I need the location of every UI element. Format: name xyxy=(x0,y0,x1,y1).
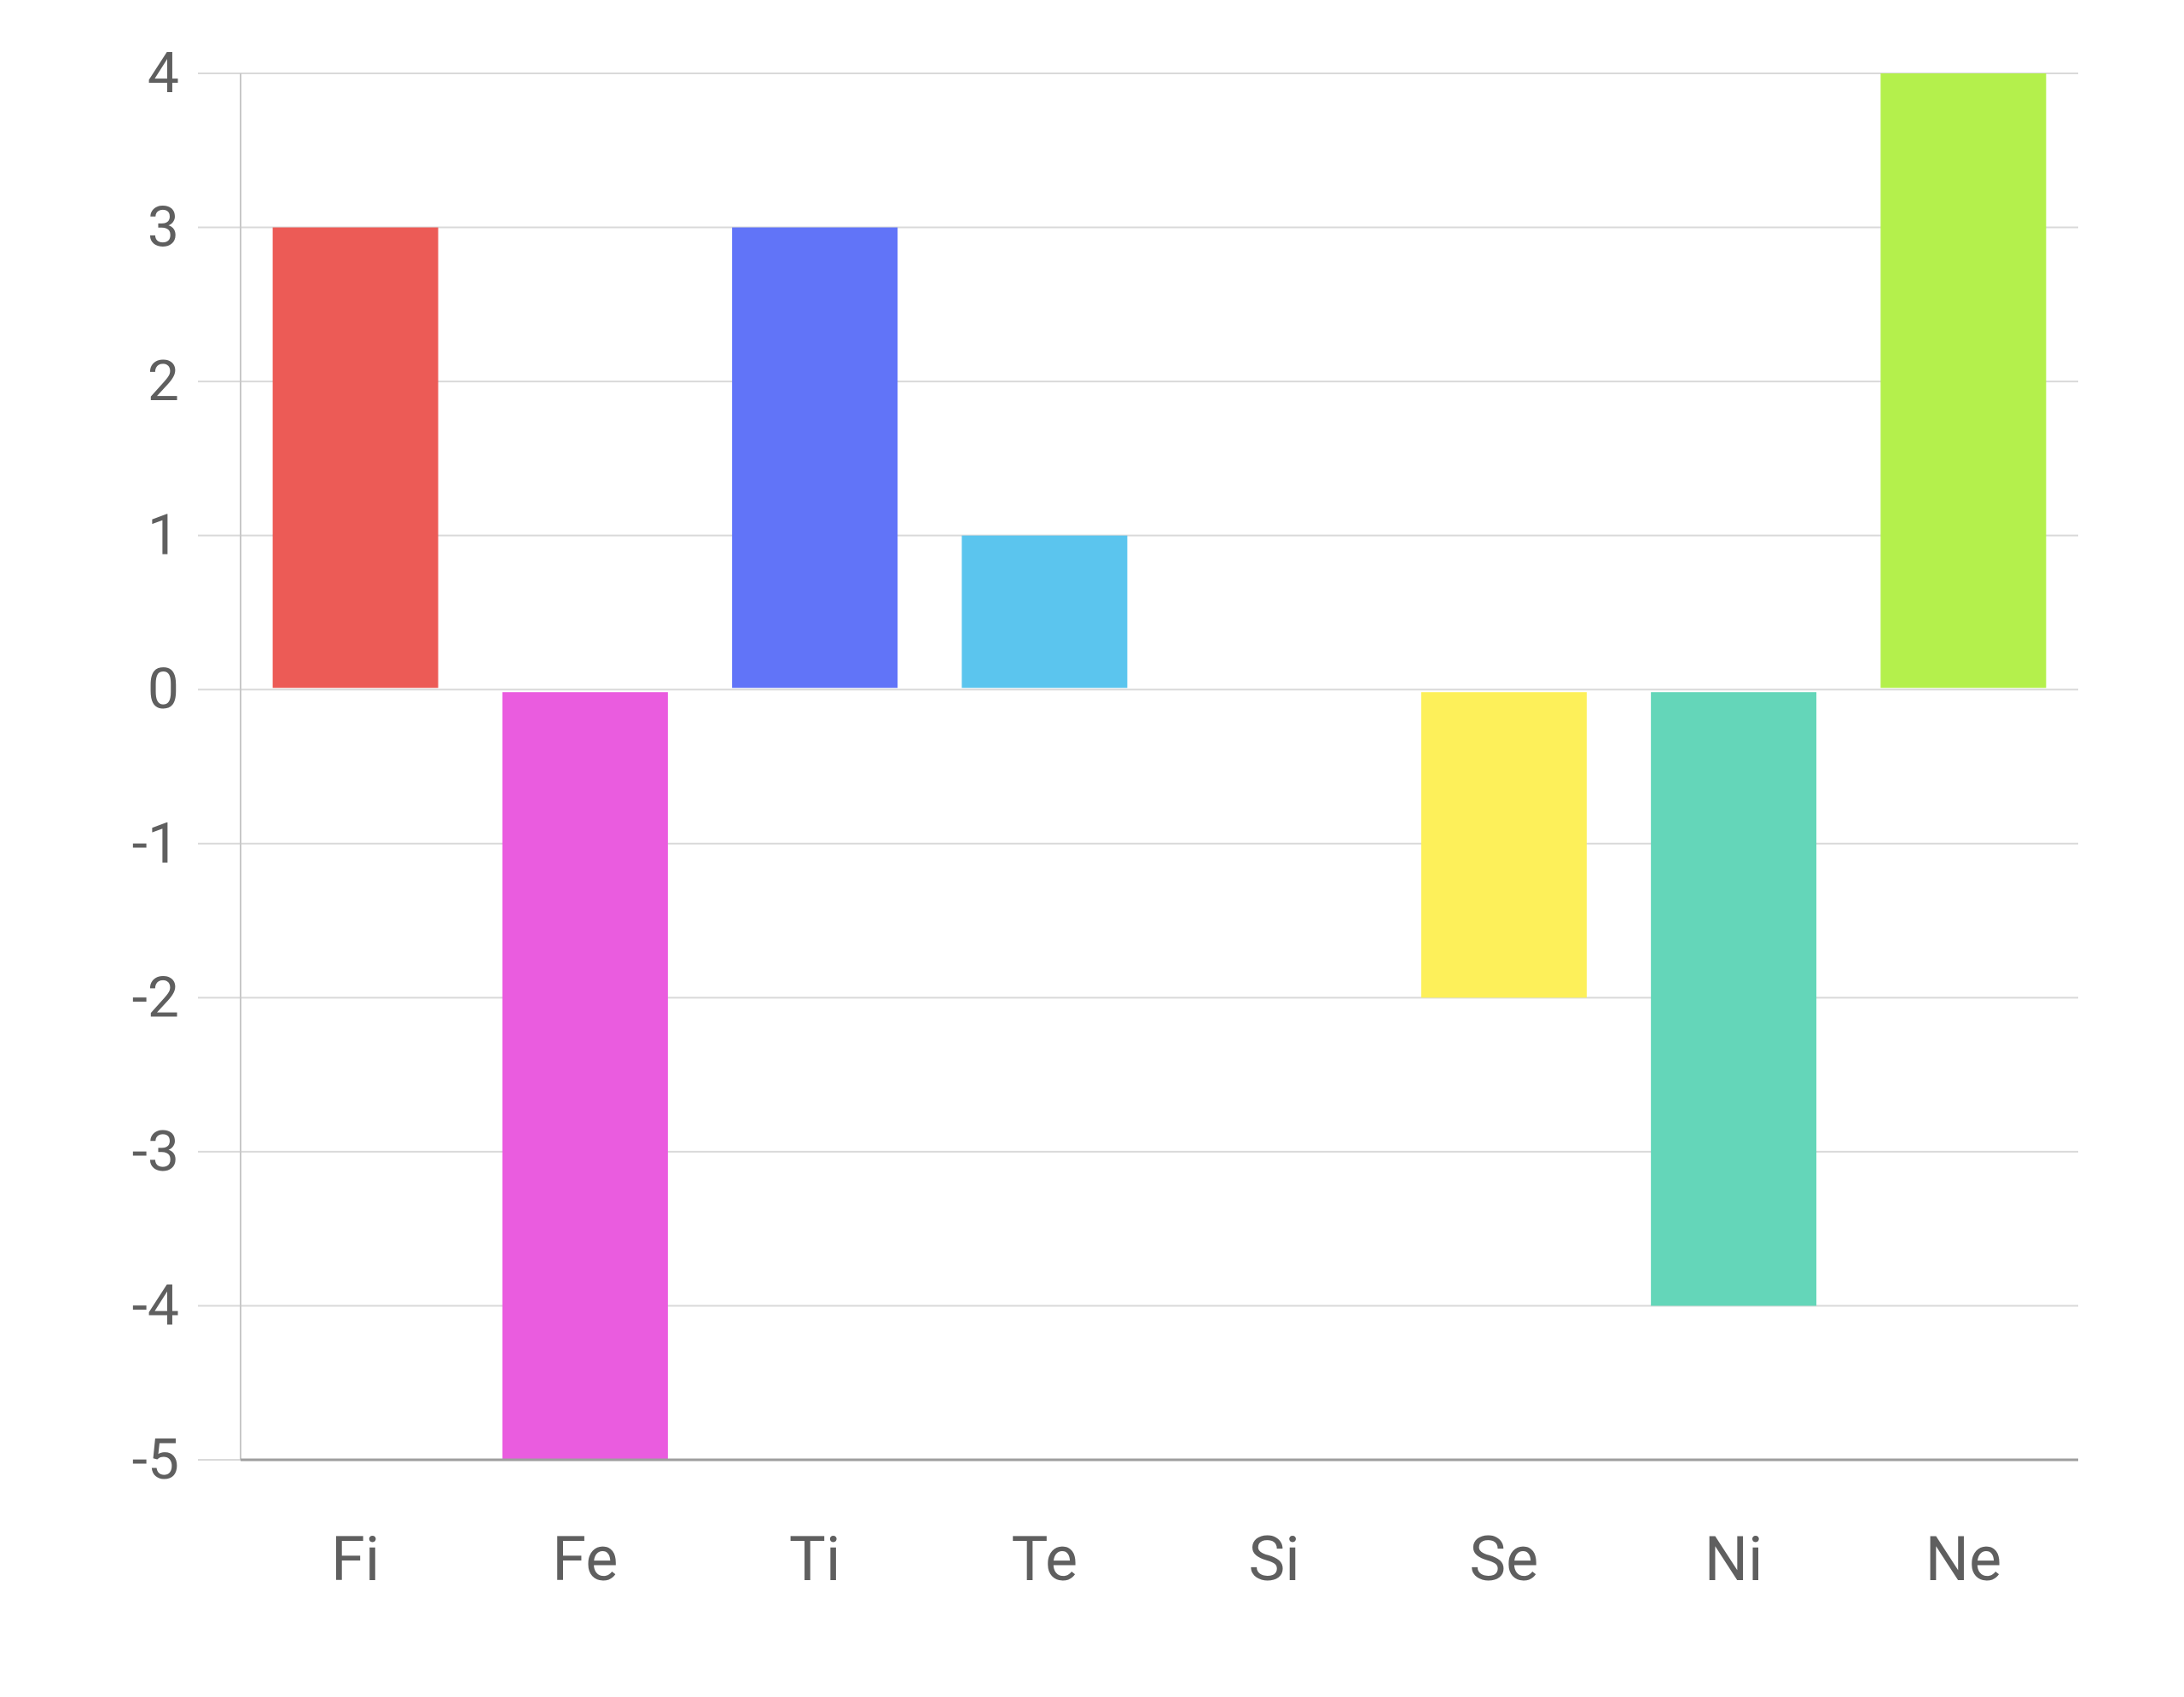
x-tick-label: Se xyxy=(1469,1523,1538,1595)
bar-se xyxy=(1420,692,1587,998)
bar-ne xyxy=(1880,73,2047,689)
bar-fi xyxy=(272,227,439,689)
y-tick-label: 0 xyxy=(148,657,179,723)
y-tick-label: -1 xyxy=(132,811,179,877)
x-tick-label: Te xyxy=(1012,1523,1078,1595)
y-tick-label: -2 xyxy=(132,965,179,1031)
y-tick-label: 3 xyxy=(148,195,179,261)
x-tick-label: Fe xyxy=(552,1523,618,1595)
bar-ni xyxy=(1651,692,1817,1306)
x-tick-label: Ne xyxy=(1926,1523,2002,1595)
y-tick-label: -4 xyxy=(132,1273,179,1339)
y-tick-label: 2 xyxy=(148,349,179,415)
y-tick-label: 1 xyxy=(148,503,179,569)
bar-te xyxy=(961,535,1128,689)
bar-fe xyxy=(502,692,668,1460)
bar-ti xyxy=(732,227,898,689)
x-tick-label: Si xyxy=(1248,1523,1299,1595)
x-tick-label: Ni xyxy=(1705,1523,1763,1595)
y-tick-label: -5 xyxy=(132,1427,179,1493)
axes xyxy=(240,73,2078,1462)
y-tick-labels: 4 3 2 1 0 -1 -2 -3 -4 -5 xyxy=(132,41,179,1493)
x-tick-label: Fi xyxy=(331,1523,380,1595)
x-tick-label: Ti xyxy=(789,1523,840,1595)
y-tick-label: 4 xyxy=(148,41,179,107)
x-tick-labels: Fi Fe Ti Te Si Se Ni Ne xyxy=(331,1523,2001,1595)
y-tick-label: -3 xyxy=(132,1119,179,1185)
bars xyxy=(272,73,2047,1460)
